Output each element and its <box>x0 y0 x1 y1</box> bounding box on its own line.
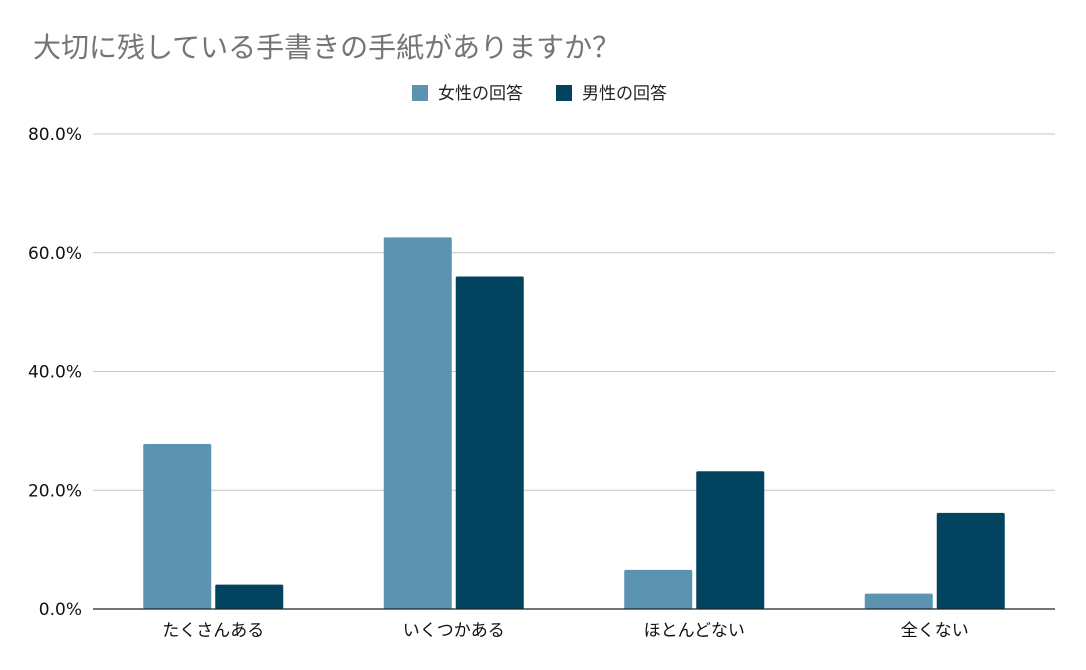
gridlines <box>93 133 1055 491</box>
bar-female <box>383 237 452 609</box>
x-axis-categories: たくさんある いくつかある ほとんどない 全くない <box>162 621 969 641</box>
bar-male <box>455 276 524 609</box>
x-category-label: たくさんある <box>162 621 264 641</box>
chart-title: 大切に残している手書きの手紙がありますか？ <box>33 31 620 64</box>
bars <box>143 237 1005 609</box>
bar-male <box>696 471 765 609</box>
y-tick-label: 40.0% <box>28 363 82 383</box>
x-category-label: ほとんどない <box>644 621 745 641</box>
bar-female <box>143 443 212 609</box>
legend-label-male: 男性の回答 <box>582 84 667 104</box>
legend-label-female: 女性の回答 <box>438 84 523 104</box>
bar-female <box>864 593 933 609</box>
bar-male <box>215 584 284 609</box>
x-category-label: いくつかある <box>403 621 505 641</box>
y-tick-label: 60.0% <box>28 244 82 264</box>
y-tick-label: 0.0% <box>39 600 82 620</box>
legend: 女性の回答 男性の回答 <box>412 84 667 104</box>
bar-female <box>624 569 693 609</box>
legend-swatch-female <box>412 85 428 101</box>
y-tick-label: 20.0% <box>28 481 82 501</box>
y-tick-label: 80.0% <box>28 125 82 145</box>
bar-male <box>936 512 1005 609</box>
x-category-label: 全くない <box>901 621 969 641</box>
y-axis-ticks: 0.0% 20.0% 40.0% 60.0% 80.0% <box>28 125 82 620</box>
legend-swatch-male <box>556 85 572 101</box>
